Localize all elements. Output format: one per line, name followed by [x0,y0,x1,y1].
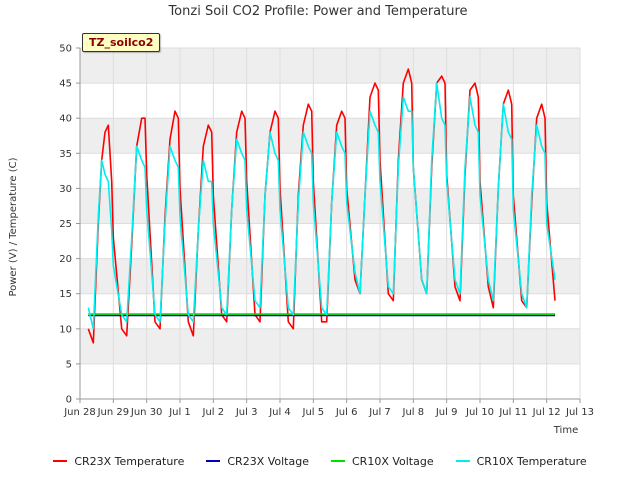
y-tick-label: 50 [59,44,72,55]
x-tick-label: Jun 30 [130,407,163,418]
y-tick-label: 10 [59,324,72,335]
plot-band [80,188,580,224]
legend-label: CR10X Voltage [352,454,434,468]
y-tick-label: 5 [66,359,72,370]
series-line-cr10x-temperature [87,82,556,330]
plot-band [80,258,580,294]
legend-swatch [53,460,68,462]
legend: CR23X Temperature CR23X Voltage CR10X Volt… [0,452,640,470]
x-axis-title: Time [553,425,578,436]
x-tick-label: Jul 6 [335,407,358,418]
legend-item: CR23X Voltage [206,452,309,470]
legend-item: CR23X Temperature [53,452,184,470]
y-axis-title: Power (V) / Temperature (C) [8,157,19,296]
x-tick-label: Jul 3 [235,407,258,418]
y-tick-label: 25 [59,219,72,230]
legend-swatch [206,460,221,462]
y-tick-label: 0 [66,395,72,406]
legend-item: CR10X Temperature [455,452,587,470]
y-tick-label: 40 [59,114,72,125]
x-tick-label: Jul 1 [168,407,191,418]
chart-title: Tonzi Soil CO2 Profile: Power and Temper… [167,4,467,19]
x-tick-label: Jun 28 [63,407,96,418]
y-tick-label: 30 [59,184,72,195]
x-tick-label: Jul 12 [532,407,561,418]
y-tick-label: 20 [59,254,72,265]
x-tick-label: Jul 8 [402,407,425,418]
y-tick-label: 35 [59,149,72,160]
x-tick-label: Jul 11 [498,407,527,418]
y-tick-label: 45 [59,79,72,90]
x-tick-label: Jul 4 [268,407,291,418]
axes: 0 5 10 15 20 25 30 35 40 45 50 Jun 28 Jun 29 Jun 30 Ju… [59,44,594,419]
plot-band [80,118,580,154]
x-tick-label: Jul 9 [435,407,458,418]
x-tick-label: Jul 5 [302,407,325,418]
legend-item: CR10X Voltage [331,452,434,470]
plot-band [80,328,580,364]
x-tick-label: Jul 13 [565,407,594,418]
plot-band [80,48,580,84]
x-tick-label: Jun 29 [97,407,130,418]
legend-swatch [455,460,470,462]
series-layer [87,68,556,344]
legend-swatch [331,460,345,462]
legend-label: CR23X Voltage [227,454,309,468]
x-tick-label: Jul 7 [368,407,391,418]
x-tick-label: Jul 2 [202,407,225,418]
legend-label: CR23X Temperature [74,454,185,468]
legend-label: CR10X Temperature [476,454,587,468]
x-tick-label: Jul 10 [465,407,494,418]
site-label-badge: TZ_soilco2 [82,33,161,52]
y-tick-label: 15 [59,289,72,300]
